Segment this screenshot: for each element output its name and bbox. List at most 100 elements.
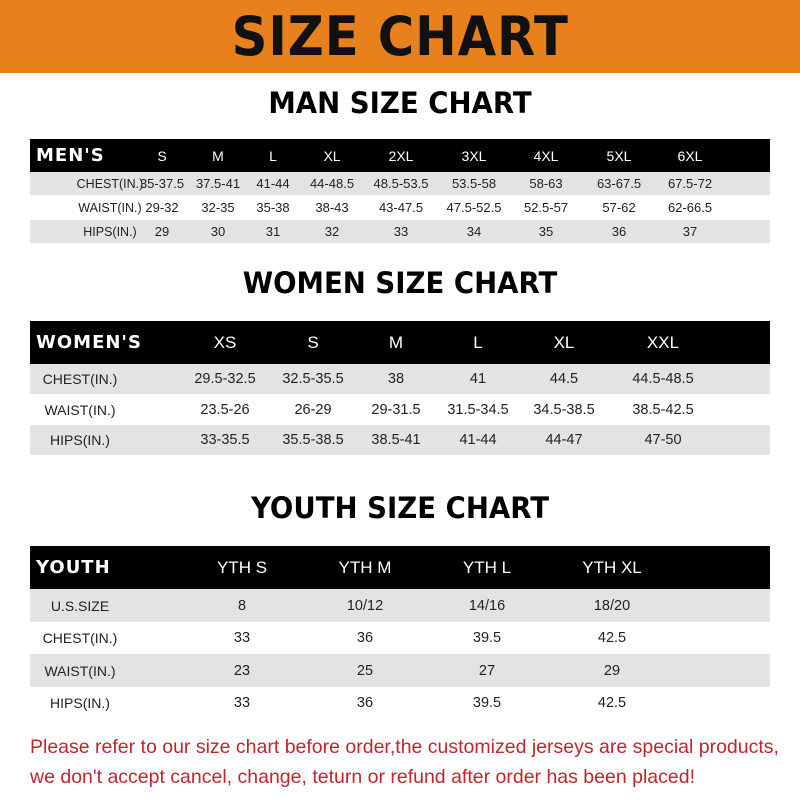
size-value: 33 [233,695,251,711]
size-value: 35 [538,224,554,239]
size-value: 32.5-35.5 [282,371,344,387]
measurement-label: U.S.SIZE [50,597,110,614]
size-column-header: XXL [646,332,680,352]
size-value: 38.5-42.5 [632,401,694,418]
table-row: WAIST(IN.) 23 25 27 29 [30,654,770,687]
measurement-label: WAIST(IN.) [78,200,142,215]
size-value: 29.5-32.5 [194,371,256,387]
table-row: HIPS(IN.) 33-35.5 35.5-38.5 38.5-41 41-44 44-… [30,425,770,455]
size-column-header: M [388,332,404,352]
size-column-header: XS [213,332,237,352]
size-value: 37 [682,224,698,239]
size-value: 29 [603,662,621,679]
measurement-label: WAIST(IN.) [44,401,116,418]
women-size-table: WOMEN'S XS S M L XL XXL CHEST(IN.) 29.5-32.5 32.5… [30,321,770,455]
measurement-label: CHEST(IN.) [42,630,118,646]
size-value: 26-29 [294,401,332,418]
size-column-header: YTH M [338,557,392,577]
size-value: 25 [356,662,374,679]
size-value: 63-67.5 [596,176,642,191]
youth-section-title: YOUTH SIZE CHART [250,491,550,525]
youth-header-label: YOUTH [36,557,111,578]
measurement-label: CHEST(IN.) [76,176,144,191]
size-column-header: YTH L [462,557,512,577]
women-header-label: WOMEN'S [36,332,142,353]
size-value: 38-43 [315,200,349,215]
size-column-header: 3XL [461,147,487,164]
size-value: 31.5-34.5 [447,401,509,418]
measurement-label: WAIST(IN.) [44,662,116,679]
size-value: 48.5-53.5 [373,176,429,191]
size-column-header: L [473,332,483,352]
size-column-header: 6XL [677,147,703,164]
size-value: 35-38 [256,200,290,215]
size-column-header: L [269,147,277,164]
table-row: WAIST(IN.) 29-32 32-35 35-38 38-43 43-47.5 47.… [30,195,770,220]
size-value: 27 [478,662,496,679]
measurement-label: CHEST(IN.) [42,371,118,387]
size-value: 36 [611,224,627,239]
size-chart-banner: SIZE CHART [0,0,800,73]
size-value: 36 [356,695,374,711]
size-value: 44-47 [545,432,583,448]
size-column-header: YTH XL [582,557,642,577]
size-value: 42.5 [597,630,627,646]
size-value: 36 [356,630,374,646]
size-value: 10/12 [346,597,384,614]
measurement-label: HIPS(IN.) [50,695,110,711]
men-header-label: MEN'S [36,145,105,166]
table-row: CHEST(IN.) 35-37.5 37.5-41 41-44 44-48.5 48.5… [30,172,770,195]
men-size-table: MEN'S S M L XL 2XL 3XL 4XL 5XL 6XL CHEST(IN.) 35-37… [30,139,770,243]
size-value: 33 [233,630,251,646]
size-value: 23.5-26 [200,401,250,418]
table-row: HIPS(IN.) 33 36 39.5 42.5 [30,687,770,719]
size-column-header: YTH S [216,557,268,577]
order-notice-line-2: we don't accept cancel, change, teturn o… [30,766,695,788]
size-value: 14/16 [468,597,506,614]
women-header-row: WOMEN'S XS S M L XL XXL [30,321,770,364]
size-value: 58-63 [529,176,563,191]
size-value: 29-32 [145,200,179,215]
table-row: HIPS(IN.) 29 30 31 32 33 34 35 36 37 [30,220,770,243]
size-value: 38.5-41 [371,432,421,448]
size-column-header: 2XL [388,147,414,164]
measurement-label: HIPS(IN.) [50,432,110,448]
size-value: 37.5-41 [195,176,241,191]
size-column-header: XL [323,147,341,164]
size-value: 35-37.5 [139,176,185,191]
size-value: 52.5-57 [523,200,569,215]
size-value: 67.5-72 [667,176,713,191]
table-row: CHEST(IN.) 33 36 39.5 42.5 [30,622,770,654]
size-value: 47.5-52.5 [446,200,502,215]
size-column-header: 5XL [606,147,632,164]
size-column-header: M [212,147,224,164]
size-value: 39.5 [472,630,502,646]
size-value: 18/20 [593,597,631,614]
youth-size-table: YOUTH YTH S YTH M YTH L YTH XL U.S.SIZE 8 10/12… [30,546,770,719]
order-notice-line-1: Please refer to our size chart before or… [30,736,779,758]
size-value: 33-35.5 [200,432,250,448]
youth-header-row: YOUTH YTH S YTH M YTH L YTH XL [30,546,770,589]
size-value: 32 [324,224,340,239]
size-value: 38 [387,371,405,387]
size-value: 57-62 [602,200,636,215]
size-value: 41-44 [256,176,290,191]
table-row: CHEST(IN.) 29.5-32.5 32.5-35.5 38 41 44.5 44.5… [30,364,770,394]
women-section-title: WOMEN SIZE CHART [242,266,558,300]
size-value: 30 [210,224,226,239]
size-value: 62-66.5 [667,200,713,215]
size-column-header: 4XL [533,147,559,164]
size-value: 33 [393,224,409,239]
measurement-label: HIPS(IN.) [83,224,137,239]
size-value: 8 [237,597,247,614]
size-value: 44.5 [549,371,579,387]
size-value: 53.5-58 [451,176,497,191]
men-section-title: MAN SIZE CHART [268,86,532,120]
size-value: 44-48.5 [309,176,355,191]
size-value: 35.5-38.5 [282,432,344,448]
size-value: 23 [233,662,251,679]
size-value: 41-44 [459,432,497,448]
size-value: 34 [466,224,482,239]
size-value: 47-50 [644,432,682,448]
size-value: 44.5-48.5 [632,371,694,387]
